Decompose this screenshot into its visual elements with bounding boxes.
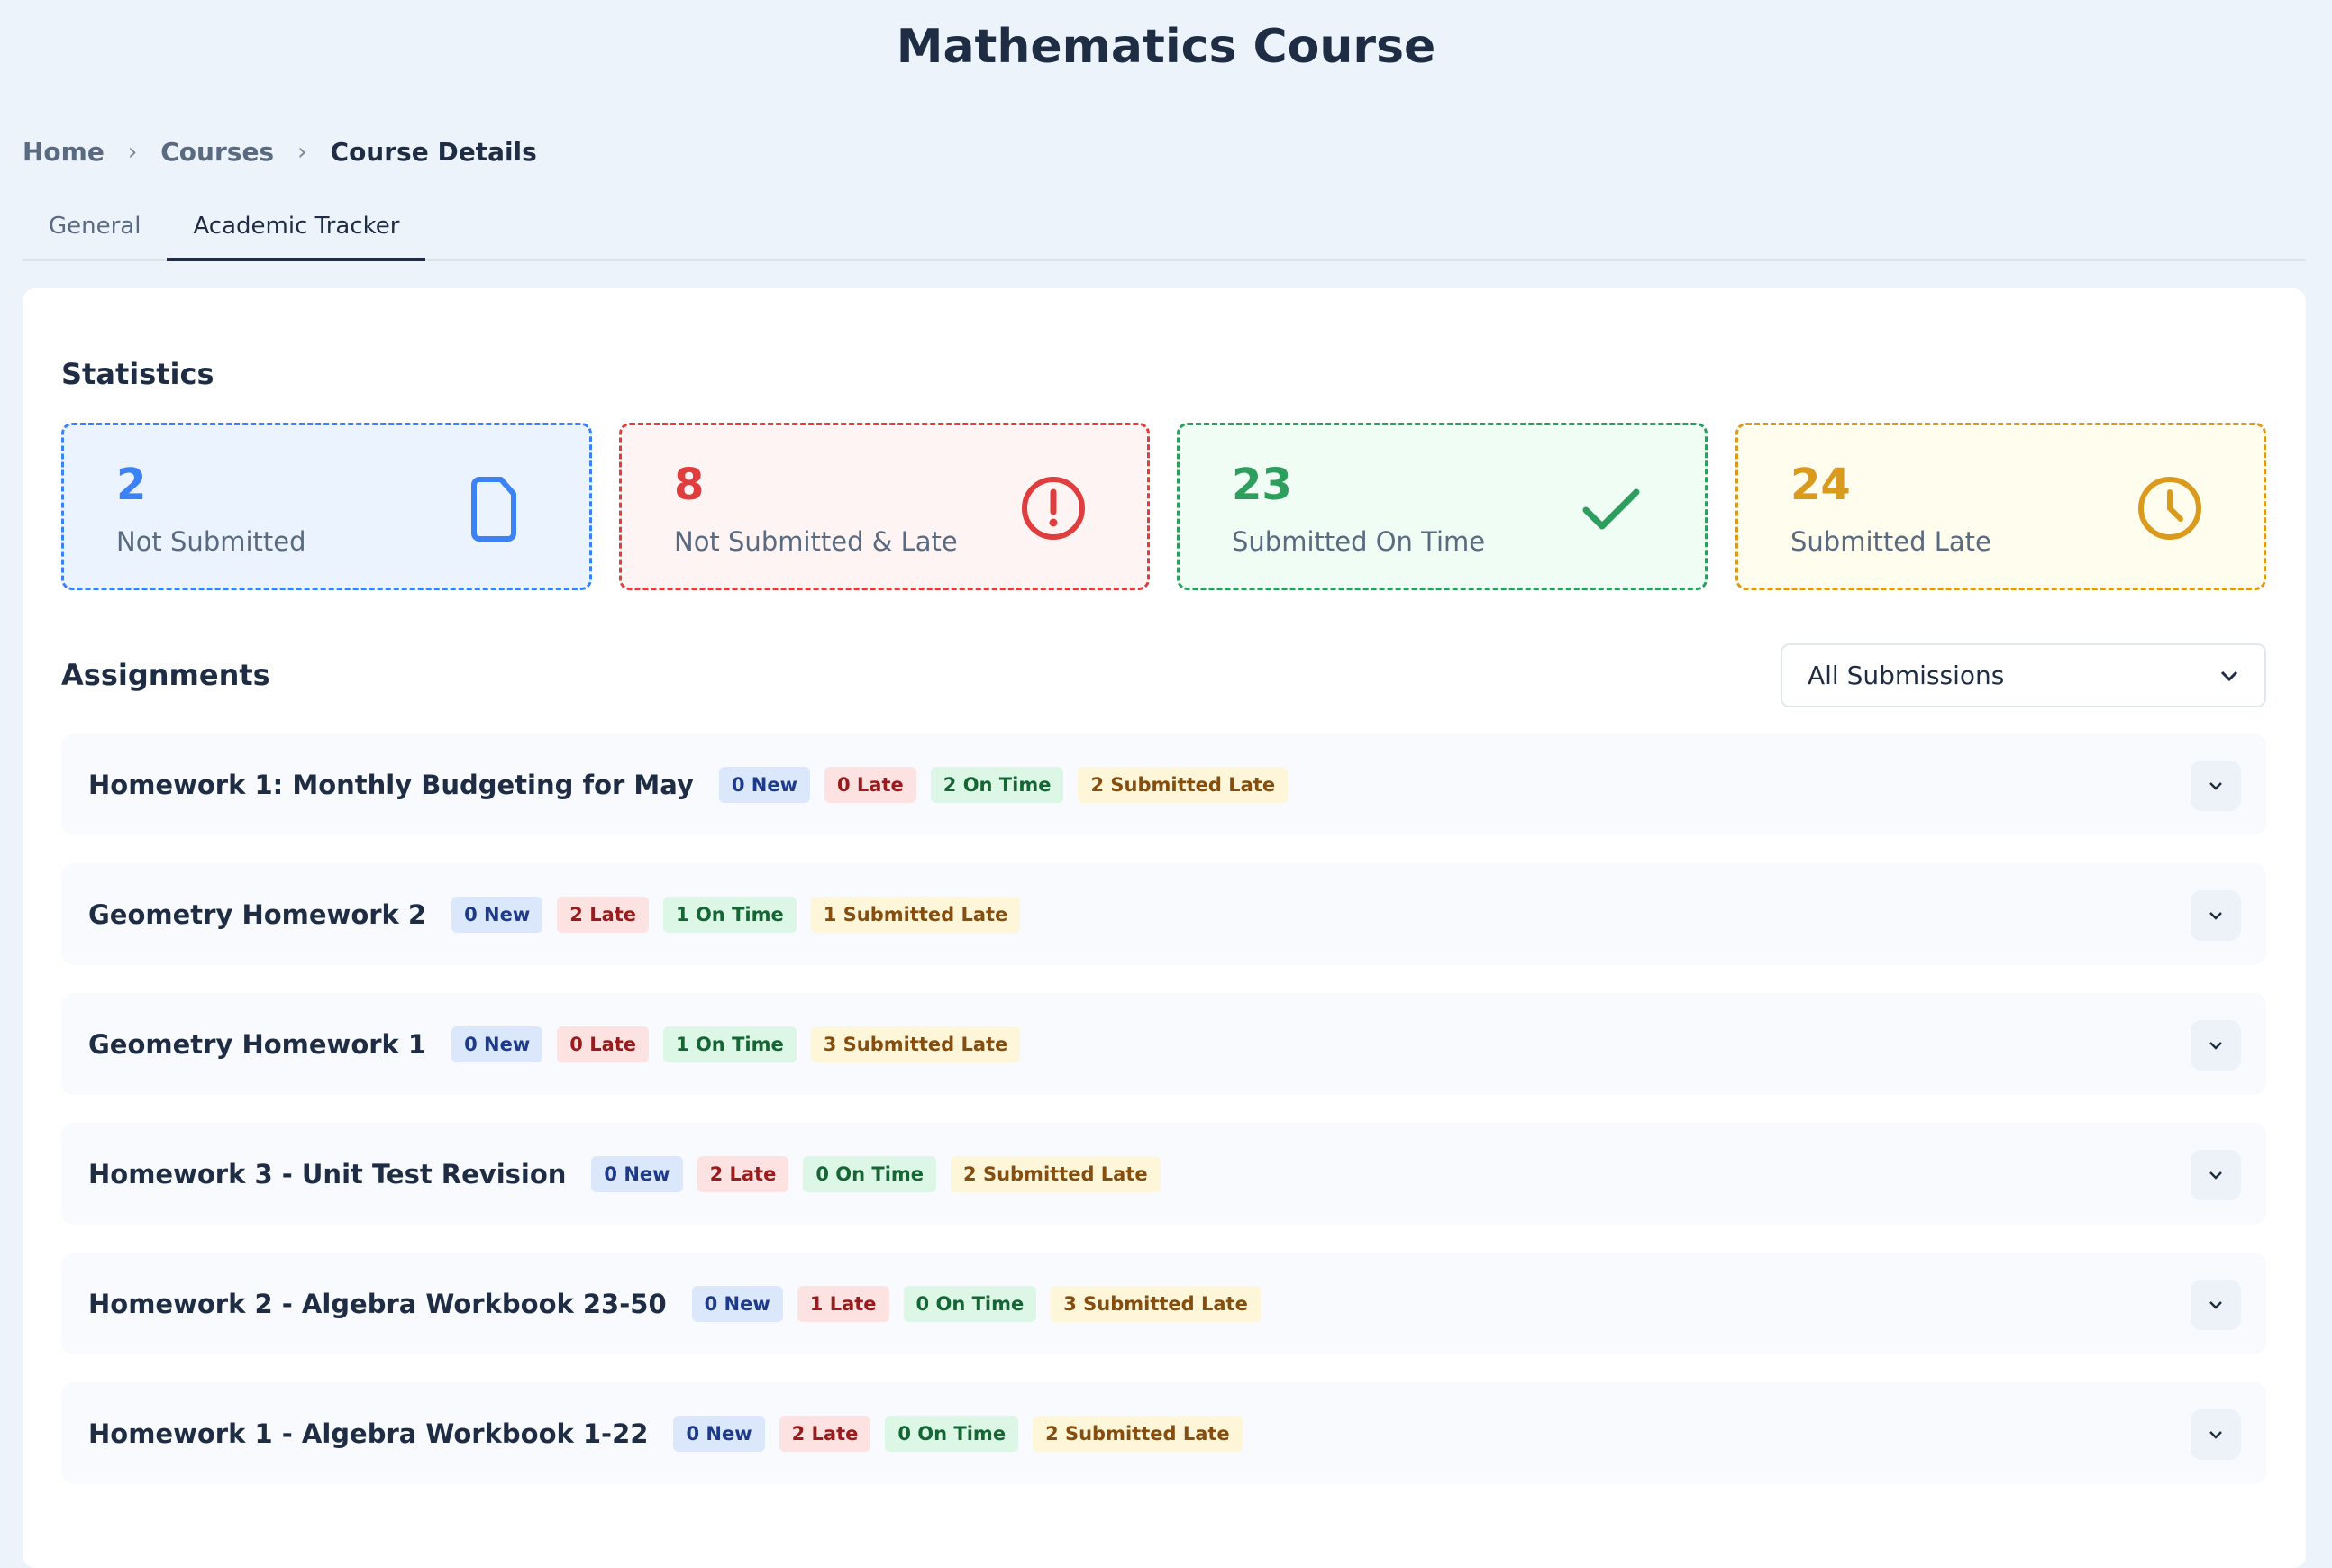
assignment-row[interactable]: Homework 3 - Unit Test Revision 0 New 2 …: [61, 1123, 2266, 1225]
late-badge: 2 Late: [779, 1415, 871, 1452]
breadcrumb-current: Course Details: [330, 137, 537, 167]
tracker-panel: Statistics 2 Not Submitted 8 Not Submitt…: [23, 288, 2306, 1568]
submitted-late-badge: 2 Submitted Late: [951, 1155, 1161, 1192]
submitted-late-badge: 2 Submitted Late: [1078, 766, 1289, 803]
chevron-down-icon: [2209, 1042, 2222, 1050]
stat-value: 24: [1790, 460, 1851, 510]
page-title: Mathematics Course: [896, 20, 1436, 74]
expand-button[interactable]: [2191, 890, 2241, 941]
expand-button[interactable]: [2191, 1150, 2241, 1200]
assignment-name: Homework 3 - Unit Test Revision: [88, 1158, 567, 1190]
assignment-name: Homework 1: Monthly Budgeting for May: [88, 769, 694, 800]
statistics-heading: Statistics: [61, 357, 214, 391]
late-badge: 2 Late: [557, 896, 650, 933]
on-time-badge: 1 On Time: [663, 1026, 797, 1062]
new-badge: 0 New: [718, 766, 810, 803]
tab-general[interactable]: General: [49, 213, 141, 240]
chevron-down-icon: [2209, 1171, 2222, 1180]
assignment-row[interactable]: Geometry Homework 1 0 New 0 Late 1 On Ti…: [61, 993, 2266, 1095]
breadcrumb: Home › Courses › Course Details: [23, 137, 537, 167]
stat-card: 24 Submitted Late: [1735, 423, 2266, 590]
stat-label: Not Submitted & Late: [674, 526, 958, 557]
stat-value: 8: [674, 460, 705, 510]
late-badge: 1 Late: [797, 1285, 889, 1322]
late-badge: 0 Late: [824, 766, 916, 803]
on-time-badge: 0 On Time: [885, 1415, 1019, 1452]
assignment-row[interactable]: Geometry Homework 2 0 New 2 Late 1 On Ti…: [61, 863, 2266, 965]
on-time-badge: 0 On Time: [903, 1285, 1037, 1322]
chevron-down-icon: [2209, 1301, 2222, 1309]
expand-button[interactable]: [2191, 1409, 2241, 1460]
breadcrumb-courses[interactable]: Courses: [160, 137, 275, 167]
stat-label: Submitted On Time: [1232, 526, 1486, 557]
expand-button[interactable]: [2191, 761, 2241, 811]
chevron-right-icon: ›: [127, 138, 138, 166]
document-icon: [471, 477, 516, 542]
tab-bar: General Academic Tracker: [23, 205, 2306, 261]
filter-value: All Submissions: [1808, 661, 2005, 690]
chevron-right-icon: ›: [297, 138, 307, 166]
new-badge: 0 New: [691, 1285, 783, 1322]
stat-value: 23: [1232, 460, 1292, 510]
expand-button[interactable]: [2191, 1280, 2241, 1330]
submitted-late-badge: 3 Submitted Late: [810, 1026, 1021, 1062]
tab-academic-tracker[interactable]: Academic Tracker: [167, 205, 426, 261]
assignment-name: Homework 2 - Algebra Workbook 23-50: [88, 1288, 667, 1319]
stat-label: Not Submitted: [116, 526, 306, 557]
chevron-down-icon: [2209, 1431, 2222, 1439]
stat-card: 8 Not Submitted & Late: [619, 423, 1150, 590]
submitted-late-badge: 3 Submitted Late: [1051, 1285, 1261, 1322]
assignments-heading: Assignments: [61, 658, 270, 692]
assignment-row[interactable]: Homework 2 - Algebra Workbook 23-50 0 Ne…: [61, 1253, 2266, 1354]
stat-card: 23 Submitted On Time: [1177, 423, 1708, 590]
clock-icon: [2138, 477, 2201, 540]
chevron-down-icon: [2220, 670, 2238, 681]
new-badge: 0 New: [451, 1026, 543, 1062]
chevron-down-icon: [2209, 912, 2222, 920]
on-time-badge: 0 On Time: [803, 1155, 937, 1192]
late-badge: 2 Late: [697, 1155, 789, 1192]
assignment-name: Geometry Homework 2: [88, 898, 427, 930]
stat-label: Submitted Late: [1790, 526, 1991, 557]
expand-button[interactable]: [2191, 1020, 2241, 1071]
assignment-row[interactable]: Homework 1 - Algebra Workbook 1-22 0 New…: [61, 1382, 2266, 1484]
submission-filter-select[interactable]: All Submissions: [1781, 643, 2266, 707]
on-time-badge: 1 On Time: [663, 896, 797, 933]
breadcrumb-home[interactable]: Home: [23, 137, 105, 167]
check-icon: [1582, 488, 1640, 530]
submitted-late-badge: 1 Submitted Late: [810, 896, 1021, 933]
on-time-badge: 2 On Time: [930, 766, 1064, 803]
new-badge: 0 New: [591, 1155, 683, 1192]
late-badge: 0 Late: [557, 1026, 650, 1062]
new-badge: 0 New: [673, 1415, 765, 1452]
assignment-row[interactable]: Homework 1: Monthly Budgeting for May 0 …: [61, 734, 2266, 835]
new-badge: 0 New: [451, 896, 543, 933]
assignment-name: Geometry Homework 1: [88, 1028, 427, 1060]
stat-value: 2: [116, 460, 147, 510]
chevron-down-icon: [2209, 782, 2222, 790]
stat-card: 2 Not Submitted: [61, 423, 592, 590]
assignment-name: Homework 1 - Algebra Workbook 1-22: [88, 1418, 649, 1449]
submitted-late-badge: 2 Submitted Late: [1033, 1415, 1243, 1452]
alert-circle-icon: [1022, 477, 1085, 540]
